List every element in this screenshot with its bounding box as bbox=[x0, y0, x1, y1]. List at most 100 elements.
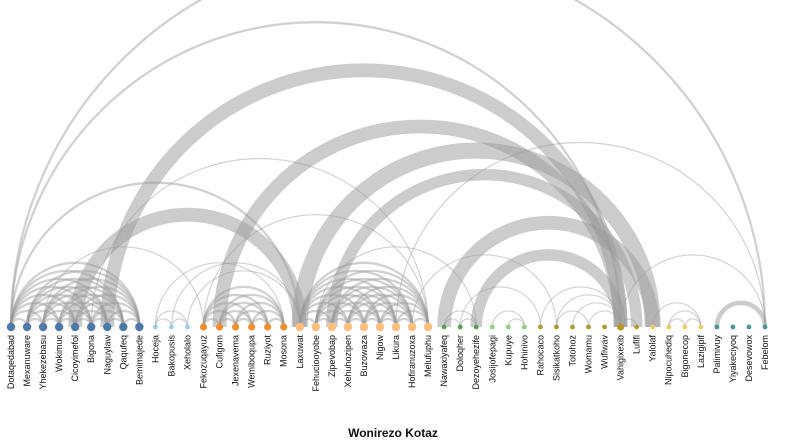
link-dotaqedabad-febelom bbox=[9, 0, 767, 328]
node-label-wemiboqupa: Wemiboqupa bbox=[247, 335, 257, 388]
node-xehuhozipen bbox=[343, 322, 353, 332]
node-label-bigonecop: Bigonecop bbox=[680, 335, 690, 378]
node-label-wokimuc: Wokimuc bbox=[54, 335, 64, 372]
node-likura bbox=[391, 322, 401, 332]
node-label-melufuphu: Melufuphu bbox=[423, 335, 433, 377]
node-desevowox bbox=[746, 324, 752, 330]
link-fehuciooyobe-nigow bbox=[314, 293, 382, 328]
node-label-yiyakeciyoq: Yiyakeciyoq bbox=[728, 335, 738, 383]
node-label-lufifi: Lufifi bbox=[632, 335, 642, 354]
node-label-buzowaza: Buzowaza bbox=[359, 335, 369, 377]
link-wokimuc-bemimajede bbox=[57, 285, 141, 328]
node-label-dezoyehezife: Dezoyehezife bbox=[471, 335, 481, 390]
node-dotaqedabad bbox=[6, 322, 16, 332]
link-xehuhozipen-likura bbox=[346, 301, 398, 328]
node-label-mexanuware: Mexanuware bbox=[22, 335, 32, 387]
node-melufuphu bbox=[423, 322, 433, 332]
node-nipocuhediq bbox=[666, 324, 672, 330]
node-buzowaza bbox=[359, 322, 369, 332]
node-yiyakeciyoq bbox=[730, 324, 736, 330]
node-bigonecop bbox=[682, 324, 688, 330]
link-cicoyimefol-laxuwat bbox=[68, 207, 307, 328]
node-label-qaqufeq: Qaqufeq bbox=[118, 335, 128, 370]
node-laxuwat bbox=[295, 322, 304, 332]
node-label-doloqher: Doloqher bbox=[455, 335, 465, 372]
node-vahigixexib bbox=[617, 323, 625, 331]
node-label-sisikatkoho: Sisikatkoho bbox=[551, 335, 561, 381]
link-dotaqedabad-bemimajede bbox=[9, 261, 141, 328]
link-fekozuqayuz-mosona bbox=[202, 285, 285, 328]
node-qaqufeq bbox=[119, 322, 128, 332]
node-doloqher bbox=[457, 324, 463, 330]
link-likura-melufuphu bbox=[394, 309, 430, 328]
node-yhekezebasu bbox=[38, 322, 48, 332]
node-label-rahocaco: Rahocaco bbox=[535, 335, 545, 376]
node-bakopusis bbox=[169, 324, 174, 330]
link-buzowaza-hofiranuzoxa bbox=[362, 301, 414, 328]
link-palimivuy-febelom bbox=[714, 300, 768, 328]
node-ruziyot bbox=[264, 323, 272, 331]
node-label-ruziyot: Ruziyot bbox=[263, 335, 273, 366]
link-laxuwat-yalolaf bbox=[291, 142, 661, 328]
node-label-wufiwav: Wufiwav bbox=[600, 335, 610, 369]
node-label-yalolaf: Yalolaf bbox=[648, 335, 658, 362]
link-sisikatkoho-womamu bbox=[555, 310, 590, 328]
link-hoceja-bakopusis bbox=[154, 318, 173, 328]
link-bigona-melufuphu bbox=[90, 158, 429, 328]
node-label-hoceja: Hoceja bbox=[150, 335, 160, 363]
link-fehuciooyobe-hofiranuzoxa bbox=[314, 277, 414, 328]
link-kupuye-hohinivo bbox=[507, 318, 525, 328]
node-label-kupuye: Kupuye bbox=[503, 335, 513, 366]
node-label-bigona: Bigona bbox=[86, 335, 96, 363]
link-buzowaza-melufuphu bbox=[362, 293, 430, 328]
node-bigona bbox=[87, 322, 96, 332]
link-naguylaw-vahigixexib bbox=[100, 63, 628, 328]
node-palimivuy bbox=[714, 324, 720, 330]
node-label-mosona: Mosona bbox=[279, 335, 289, 367]
node-cicoyimefol bbox=[70, 322, 80, 332]
node-label-likura: Likura bbox=[391, 335, 401, 360]
node-rahocaco bbox=[538, 324, 543, 330]
link-fehuciooyobe-likura bbox=[314, 285, 398, 328]
link-nigow-hofiranuzoxa bbox=[378, 309, 414, 328]
link-fehuciooyobe-buzowaza bbox=[314, 301, 366, 328]
link-mexanuware-bigona bbox=[25, 293, 93, 328]
link-bigonecop-lazigipif bbox=[684, 318, 702, 328]
link-nawaxiyafeq-yalolaf bbox=[437, 216, 660, 328]
node-label-fehuciooyobe: Fehuciooyobe bbox=[311, 335, 321, 392]
node-sisikatkoho bbox=[554, 324, 559, 330]
link-hoceja-mosona bbox=[154, 262, 285, 328]
node-label-cicoyimefol: Cicoyimefol bbox=[70, 335, 80, 382]
node-label-xeholalo: Xeholalo bbox=[182, 335, 192, 370]
link-dotaqedabad-wokimuc bbox=[9, 301, 61, 328]
node-label-dotaqedabad: Dotaqedabad bbox=[6, 335, 16, 389]
node-label-palimivuy: Palimivuy bbox=[712, 335, 722, 374]
link-jexenavema-ruziyot bbox=[234, 309, 269, 328]
node-label-nawaxiyafeq: Nawaxiyafeq bbox=[439, 335, 449, 387]
node-hoceja bbox=[152, 324, 158, 330]
link-buzowaza-likura bbox=[362, 309, 398, 328]
node-label-totohoz: Totohoz bbox=[567, 335, 577, 367]
node-hofiranuzoxa bbox=[407, 322, 417, 332]
node-xeholalo bbox=[185, 324, 190, 330]
node-label-bemimajede: Bemimajede bbox=[134, 335, 144, 385]
node-label-laxuwat: Laxuwat bbox=[295, 335, 305, 369]
node-label-nipocuhediq: Nipocuhediq bbox=[664, 335, 674, 385]
node-wokimuc bbox=[54, 322, 64, 332]
link-fehuciooyobe-melufuphu bbox=[314, 269, 430, 328]
node-label-zipevobap: Zipevobap bbox=[327, 335, 337, 377]
node-label-naguylaw: Naguylaw bbox=[102, 335, 112, 375]
link-fekozuqayuz-melufuphu bbox=[202, 214, 429, 328]
node-label-womamu: Womamu bbox=[584, 335, 594, 373]
node-naguylaw bbox=[103, 322, 112, 332]
link-josijofepagi-hohinivo bbox=[491, 310, 525, 328]
node-label-lazigipif: Lazigipif bbox=[696, 335, 706, 369]
node-label-desevowox: Desevowox bbox=[744, 335, 754, 382]
node-label-bakopusis: Bakopusis bbox=[166, 335, 176, 377]
node-zipevobap bbox=[327, 322, 337, 332]
node-wemiboqupa bbox=[248, 323, 256, 331]
link-jexenavema-mosona bbox=[234, 301, 285, 328]
link-fekozuqayuz-ruziyot bbox=[202, 293, 269, 328]
link-fehuciooyobe-dezoyehezife bbox=[315, 246, 477, 328]
node-label-cufigom: Cufigom bbox=[215, 335, 225, 369]
